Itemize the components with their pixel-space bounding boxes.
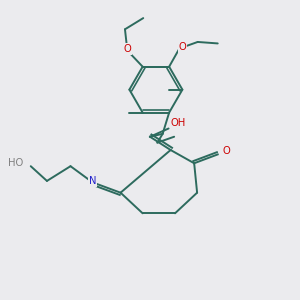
Text: O: O (222, 146, 230, 157)
Text: O: O (178, 42, 186, 52)
Text: O: O (124, 44, 131, 54)
Text: OH: OH (171, 118, 186, 128)
Text: N: N (89, 176, 96, 186)
Text: HO: HO (8, 158, 24, 168)
